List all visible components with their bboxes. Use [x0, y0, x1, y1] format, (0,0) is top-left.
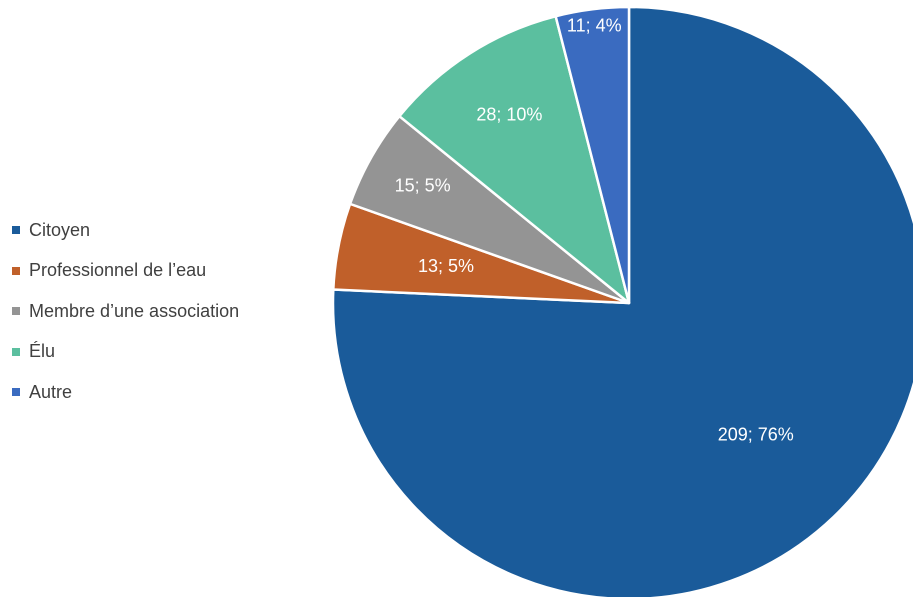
legend-label: Citoyen — [29, 219, 91, 240]
legend-swatch — [12, 307, 20, 316]
legend-item-elu: Élu — [12, 332, 239, 373]
pie-slice-autre — [554, 5, 631, 305]
legend-swatch — [12, 226, 20, 235]
legend-label: Élu — [29, 341, 56, 362]
legend-item-autre: Autre — [12, 372, 239, 413]
legend-item-citoyen: Citoyen — [12, 210, 239, 251]
legend-swatch — [12, 266, 20, 275]
data-label-membre-d-une-association: 15; 5% — [395, 176, 451, 196]
data-label-elu: 28; 10% — [476, 105, 542, 125]
legend-swatch — [12, 347, 20, 356]
data-label-professionnel-de-l-eau: 13; 5% — [418, 256, 474, 276]
data-label-citoyen: 209; 76% — [718, 424, 794, 444]
legend-item-professionnel: Professionnel de l’eau — [12, 251, 239, 292]
pie-slice-elu — [398, 14, 631, 305]
data-label-autre: 11; 4% — [567, 16, 622, 36]
legend-swatch — [12, 388, 20, 397]
legend-label: Autre — [29, 381, 73, 402]
legend-item-membre-association: Membre d’une association — [12, 291, 239, 332]
legend-label: Professionnel de l’eau — [29, 260, 207, 281]
legend-label: Membre d’une association — [29, 300, 240, 321]
legend: Citoyen Professionnel de l’eau Membre d’… — [12, 210, 239, 413]
